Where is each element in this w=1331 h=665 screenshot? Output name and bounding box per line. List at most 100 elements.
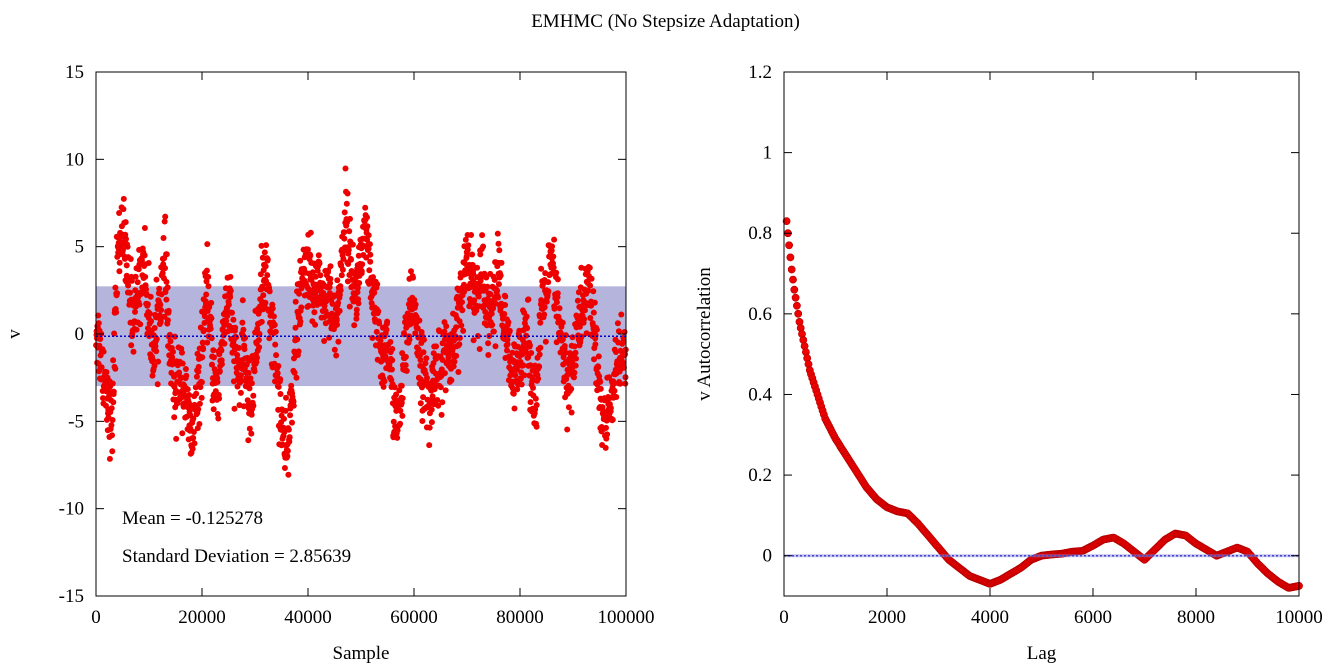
data-point [537, 344, 544, 351]
data-point [198, 394, 205, 401]
data-point [296, 290, 303, 297]
data-point [782, 217, 791, 225]
data-point [141, 225, 148, 231]
data-point [190, 435, 197, 441]
data-point [260, 292, 267, 299]
data-point [281, 429, 288, 436]
data-point [416, 317, 423, 324]
data-point [573, 355, 579, 362]
data-point [371, 289, 378, 296]
data-point [562, 349, 569, 356]
data-point [245, 437, 252, 444]
data-point [389, 357, 396, 364]
data-point [124, 243, 131, 250]
data-point [459, 307, 466, 314]
data-point [333, 317, 340, 324]
data-point [490, 305, 497, 312]
x-tick-label: 2000 [868, 607, 906, 628]
data-point [464, 246, 471, 253]
data-point [468, 232, 475, 238]
data-point [317, 272, 324, 279]
data-point [611, 387, 618, 394]
data-point [162, 265, 168, 272]
data-point [556, 305, 563, 312]
data-point [592, 341, 599, 348]
data-point [412, 301, 419, 308]
data-point [550, 264, 557, 271]
data-point [288, 382, 295, 389]
data-point [203, 267, 210, 274]
data-point [501, 311, 508, 317]
data-point [316, 260, 323, 267]
data-point [239, 297, 246, 304]
y-tick-label: -5 [68, 411, 84, 432]
data-point [258, 242, 265, 249]
data-point [173, 435, 180, 442]
data-point [569, 334, 576, 341]
data-point [262, 299, 269, 306]
x-tick-label: 10000 [1275, 607, 1323, 628]
data-point [345, 247, 352, 253]
x-tick-label: 4000 [971, 607, 1009, 628]
data-point [592, 332, 599, 339]
data-point [366, 241, 373, 248]
data-point [417, 376, 424, 383]
data-point [593, 326, 600, 333]
data-point [196, 400, 203, 407]
data-point [110, 388, 117, 395]
data-point [378, 358, 385, 365]
data-point [346, 303, 353, 310]
data-point [309, 269, 316, 276]
y-tick-label: 10 [65, 149, 84, 170]
data-point [281, 465, 288, 471]
data-point [411, 296, 418, 303]
data-point [208, 315, 215, 322]
data-point [353, 315, 360, 322]
data-point [549, 243, 556, 250]
data-point [571, 343, 578, 350]
data-point [297, 257, 304, 264]
data-point [476, 346, 483, 352]
data-point [271, 321, 278, 328]
data-point [337, 287, 344, 294]
data-point [108, 405, 115, 412]
data-point [116, 268, 123, 275]
data-point [176, 369, 183, 376]
data-point [235, 344, 242, 351]
data-point [307, 229, 314, 236]
data-point [151, 362, 158, 369]
data-point [163, 296, 170, 303]
data-point [620, 364, 627, 371]
data-point [365, 245, 372, 252]
data-point [785, 241, 793, 250]
x-tick-label: 60000 [390, 607, 438, 628]
data-point [147, 293, 154, 300]
data-point [275, 363, 282, 369]
data-point [266, 288, 273, 295]
data-point [286, 434, 293, 441]
data-point [442, 387, 449, 394]
data-point [367, 251, 374, 258]
data-point [463, 253, 470, 260]
data-point [138, 257, 145, 263]
data-point [583, 330, 590, 337]
data-point [394, 434, 401, 441]
data-point [198, 379, 205, 386]
data-point [354, 284, 361, 291]
y-axis-label: v Autocorrelation [694, 267, 715, 401]
data-point [497, 272, 504, 279]
data-point [408, 268, 414, 275]
data-point [602, 444, 609, 451]
y-tick-label: 1 [763, 143, 773, 164]
data-point [201, 327, 207, 334]
data-point [210, 406, 217, 413]
data-point [504, 341, 511, 348]
data-point [233, 334, 240, 341]
data-point [789, 275, 797, 284]
data-point [417, 357, 424, 363]
data-point [441, 370, 448, 377]
data-point [433, 343, 440, 350]
data-point [321, 338, 328, 344]
data-point [179, 430, 186, 437]
